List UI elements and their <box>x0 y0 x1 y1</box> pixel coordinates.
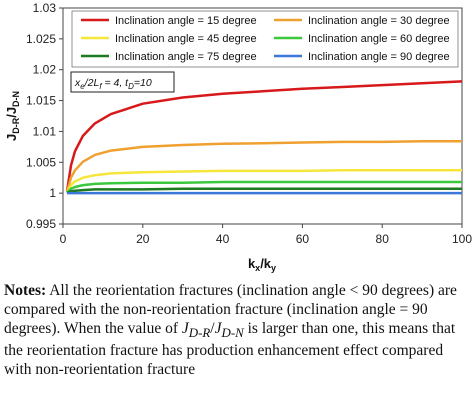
series-line-4 <box>66 180 462 194</box>
y-tick-label: 0.995 <box>26 217 56 231</box>
notes-label: Notes: <box>4 282 47 299</box>
figure-notes: Notes: All the reorientation fractures (… <box>4 282 457 379</box>
x-axis-title: kx/ky <box>248 256 276 273</box>
x-tick-label: 20 <box>136 232 150 246</box>
x-axis-ticks: 0 20 40 60 80 100 <box>60 224 472 246</box>
chart: 0.995 1 1.005 1.01 1.015 1.02 1.025 1.03 0 20 40 6… <box>4 1 472 273</box>
x-tick-label: 40 <box>216 232 230 246</box>
plot-frame <box>62 7 463 225</box>
y-tick-label: 1.025 <box>26 32 56 46</box>
series-line-2 <box>65 140 462 193</box>
y-tick-label: 1.005 <box>26 155 56 169</box>
y-tick-label: 1.02 <box>33 63 57 77</box>
series-line-1 <box>65 80 463 192</box>
legend-box <box>71 10 459 68</box>
x-tick-label: 60 <box>296 232 310 246</box>
notes-text-1: All the reorientation fractures (inclina… <box>4 282 457 337</box>
y-axis-title: JD-R/JD-N <box>4 91 21 141</box>
x-tick-label: 0 <box>60 232 67 246</box>
series-lines <box>65 80 463 195</box>
parameter-annotation: xe/2Lf = 4, tD=10 <box>70 71 175 93</box>
y-tick-label: 1 <box>49 186 56 200</box>
y-tick-label: 1.015 <box>26 94 56 108</box>
series-line-5 <box>66 187 462 195</box>
jdr-symbol: JD-R <box>181 319 211 340</box>
legend-label-1: Inclination angle = 15 degree <box>115 15 257 27</box>
legend-label-3: Inclination angle = 45 degree <box>115 33 257 45</box>
notes-text-2: is larger than one, this means that the … <box>4 319 456 379</box>
x-tick-label: 80 <box>376 232 390 246</box>
y-tick-label: 1.01 <box>33 124 57 138</box>
legend-label-4: Inclination angle = 60 degree <box>308 33 450 45</box>
y-tick-label: 1.03 <box>33 1 57 15</box>
series-line-3 <box>65 169 462 194</box>
legend-label-2: Inclination angle = 30 degree <box>308 15 450 27</box>
legend-label-5: Inclination angle = 75 degree <box>115 51 257 63</box>
x-tick-label: 100 <box>452 232 472 246</box>
y-axis-ticks: 0.995 1 1.005 1.01 1.015 1.02 1.025 1.03 <box>26 1 63 231</box>
legend: Inclination angle = 15 degree Inclination… <box>71 10 459 68</box>
jdn-symbol: JD-N <box>214 319 244 340</box>
svg-text:xe/2Lf = 4, tD=10: xe/2Lf = 4, tD=10 <box>74 77 152 91</box>
legend-label-6: Inclination angle = 90 degree <box>308 51 450 63</box>
